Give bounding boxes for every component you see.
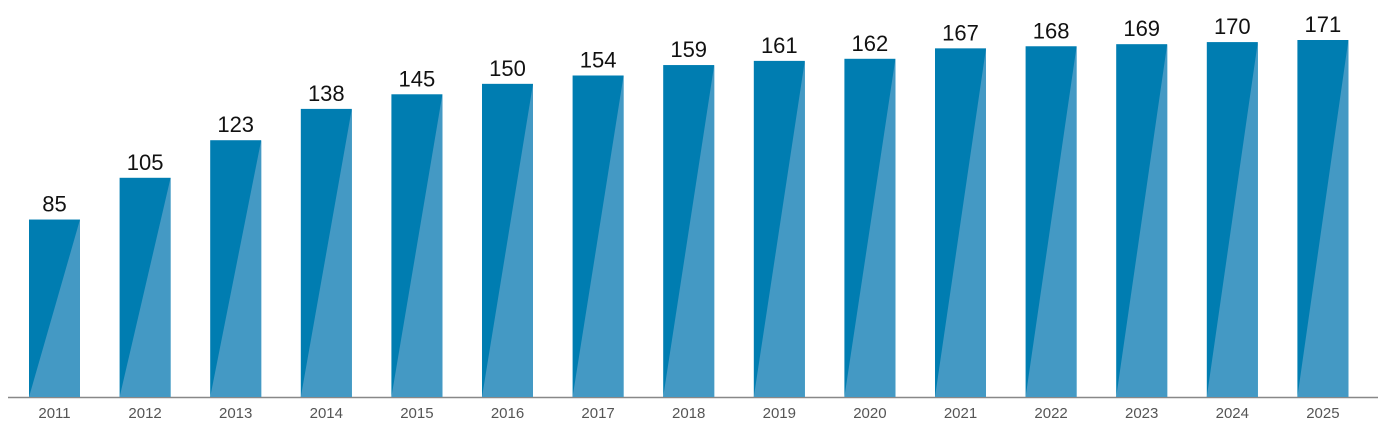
x-tick-label-2024: 2024 [1216,405,1249,422]
x-tick-label-2015: 2015 [400,405,433,422]
x-tick-label-2021: 2021 [944,405,977,422]
bar-group-2019: 161 2019 [753,33,805,422]
bar-facet-2013 [210,140,262,398]
bar-group-2012: 105 2012 [119,150,171,422]
bar-facet-2012 [119,177,171,397]
bar-facet-2015 [391,94,443,397]
bar-facet-2025 [1297,40,1349,397]
bar-group-2016: 150 2016 [482,56,533,422]
bar-facet-2022 [1025,46,1077,398]
value-label-2016: 150 [489,56,526,81]
bar-facet-2017 [572,75,624,398]
bar-group-2020: 162 2020 [844,31,896,422]
bar-group-2022: 168 2022 [1025,18,1077,422]
bar-facet-2023 [1116,44,1168,397]
x-tick-label-2011: 2011 [38,405,70,422]
value-label-2015: 145 [399,66,436,91]
bar-facet-2018 [663,65,715,397]
bar-group-2015: 145 2015 [391,66,443,422]
value-label-2011: 85 [42,192,66,217]
x-tick-label-2025: 2025 [1306,405,1339,422]
bar-group-2021: 167 2021 [935,20,986,422]
bar-facet-2014 [300,108,352,397]
x-tick-label-2020: 2020 [853,405,886,422]
x-tick-label-2013: 2013 [219,405,252,422]
x-tick-label-2018: 2018 [672,405,705,422]
bar-facet-2019 [753,60,805,397]
value-label-2019: 161 [761,33,798,58]
bar-group-2024: 170 2024 [1206,14,1258,422]
value-label-2023: 169 [1123,16,1160,41]
value-label-2017: 154 [580,47,617,72]
bar-facet-2011 [29,219,80,397]
x-tick-label-2012: 2012 [128,405,161,422]
bar-facet-2016 [482,83,533,397]
value-label-2014: 138 [308,81,345,106]
value-label-2021: 167 [942,20,979,45]
x-tick-label-2016: 2016 [491,405,524,422]
bar-facet-2020 [844,58,896,397]
bar-group-2017: 154 2017 [572,47,624,422]
value-label-2013: 123 [217,112,254,137]
x-tick-label-2023: 2023 [1125,405,1158,422]
x-tick-label-2022: 2022 [1034,405,1067,422]
value-label-2025: 171 [1305,12,1342,37]
bar-facet-2024 [1206,42,1258,398]
value-label-2018: 159 [670,37,707,62]
x-tick-label-2014: 2014 [310,405,343,422]
value-label-2024: 170 [1214,14,1251,39]
bar-group-2018: 159 2018 [663,37,715,422]
value-label-2020: 162 [852,31,889,56]
value-label-2022: 168 [1033,18,1070,43]
bar-facet-2021 [935,48,986,397]
bar-group-2013: 123 2013 [210,112,262,422]
value-label-2012: 105 [127,150,164,175]
bar-group-2014: 138 2014 [300,81,352,422]
x-tick-label-2017: 2017 [581,405,614,422]
x-tick-label-2019: 2019 [763,405,796,422]
bar-group-2025: 171 2025 [1297,12,1349,422]
bar-group-2023: 169 2023 [1116,16,1168,422]
bar-group-2011: 85 2011 [29,192,80,422]
